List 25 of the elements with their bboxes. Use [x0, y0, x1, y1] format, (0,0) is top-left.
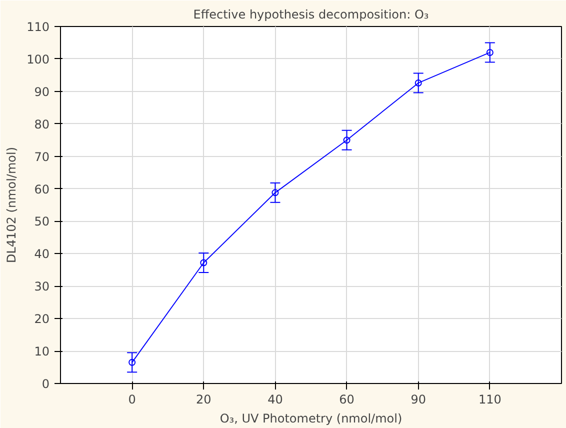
- y-tick-label: 20: [34, 312, 50, 326]
- chart-title: Effective hypothesis decomposition: O₃: [193, 8, 429, 22]
- y-tick-label: 50: [34, 214, 50, 229]
- y-tick-label: 100: [26, 52, 50, 66]
- x-tick-label: 20: [196, 392, 212, 406]
- x-tick-label: 60: [339, 392, 354, 406]
- y-tick-label: 80: [34, 117, 50, 132]
- point: [200, 259, 208, 266]
- y-tick-label: 90: [34, 84, 50, 99]
- y-tick-label: 0: [42, 377, 50, 391]
- x-axis-title: O₃, UV Photometry (nmol/mol): [220, 412, 402, 426]
- x-tick-label: 110: [478, 392, 502, 406]
- x-tick-label: 90: [410, 392, 426, 406]
- y-tick-label: 30: [34, 280, 50, 294]
- y-tick-label: 60: [34, 182, 50, 196]
- y-tick-label: 10: [34, 344, 50, 359]
- x-tick-label: 40: [268, 392, 283, 406]
- y-tick-label: 70: [34, 150, 50, 164]
- point: [343, 136, 350, 144]
- point: [414, 79, 422, 86]
- y-tick-label: 40: [34, 247, 50, 262]
- y-tick-label: 110: [26, 20, 50, 34]
- x-tick-label: 0: [128, 392, 136, 406]
- point: [272, 189, 279, 196]
- y-axis-title: DL4102 (nmol/mol): [4, 146, 19, 264]
